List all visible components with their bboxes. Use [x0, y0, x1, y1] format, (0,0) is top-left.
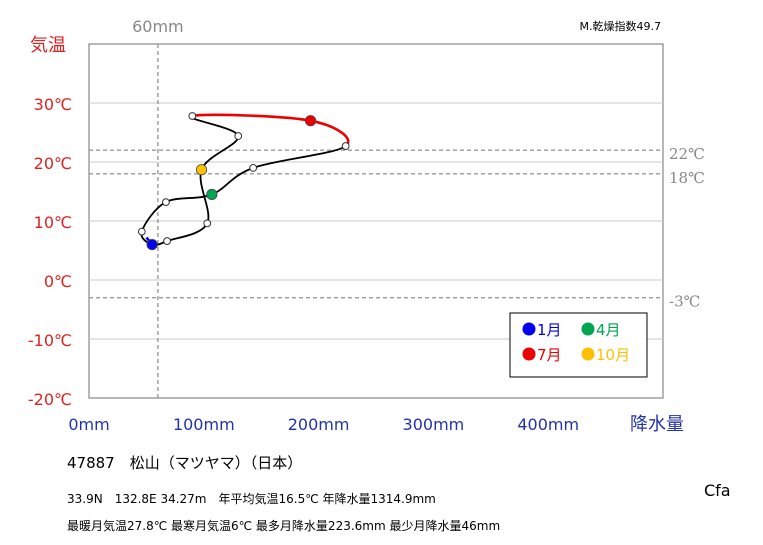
- month-point-10: [195, 164, 208, 176]
- station-stats-line-2: 最暖月気温27.8℃ 最寒月気温6℃ 最多月降水量223.6mm 最少月降水量4…: [67, 519, 501, 533]
- legend-label: 7月: [537, 346, 562, 364]
- reference-label: 60mm: [132, 17, 184, 36]
- koppen-class: Cfa: [704, 481, 731, 500]
- month-path-segment: [192, 113, 311, 122]
- y-tick-label: 0℃: [44, 272, 72, 291]
- legend-label: 4月: [596, 321, 621, 339]
- month-point-3: [162, 198, 170, 207]
- y-tick-label: 30℃: [34, 95, 72, 114]
- x-tick-label: 300mm: [403, 415, 465, 434]
- reference-label: 18℃: [669, 169, 705, 187]
- station-title: 47887 松山（マツヤマ）（日本）: [67, 454, 303, 472]
- legend-marker: [522, 347, 536, 361]
- reference-label: -3℃: [669, 293, 700, 311]
- legend-label: 10月: [596, 346, 630, 364]
- station-stats-line-1: 33.9N 132.8E 34.27m 年平均気温16.5℃ 年降水量1314.…: [67, 492, 436, 506]
- y-tick-label: 20℃: [34, 154, 72, 173]
- x-tick-label: 0mm: [68, 415, 109, 434]
- month-point-6: [341, 142, 350, 150]
- month-point-5: [249, 164, 258, 172]
- month-point-1: [146, 239, 158, 251]
- month-point-2: [137, 227, 146, 236]
- y-tick-label: 10℃: [34, 213, 72, 232]
- y-tick-label: -20℃: [28, 390, 72, 409]
- x-axis-label: 降水量: [630, 414, 684, 435]
- month-point-9: [234, 132, 243, 140]
- month-path-segment: [252, 145, 347, 169]
- month-point-8: [188, 112, 197, 120]
- month-point-11: [203, 219, 212, 228]
- y-axis-label: 気温: [30, 35, 66, 56]
- aridity-index: M.乾燥指数49.7: [580, 19, 661, 33]
- legend-marker: [522, 322, 536, 336]
- reference-label: 22℃: [669, 145, 705, 163]
- legend-label: 1月: [537, 321, 562, 339]
- x-tick-label: 400mm: [517, 415, 579, 434]
- x-tick-label: 100mm: [173, 415, 235, 434]
- month-point-7: [304, 115, 317, 127]
- legend-marker: [581, 347, 595, 361]
- x-tick-label: 200mm: [288, 415, 350, 434]
- month-point-4: [206, 188, 218, 201]
- month-point-12: [163, 237, 171, 245]
- y-tick-label: -10℃: [28, 331, 72, 350]
- legend-marker: [581, 322, 595, 336]
- legend: 1月 4月 7月 10月: [509, 312, 648, 378]
- legend-box: [509, 312, 648, 378]
